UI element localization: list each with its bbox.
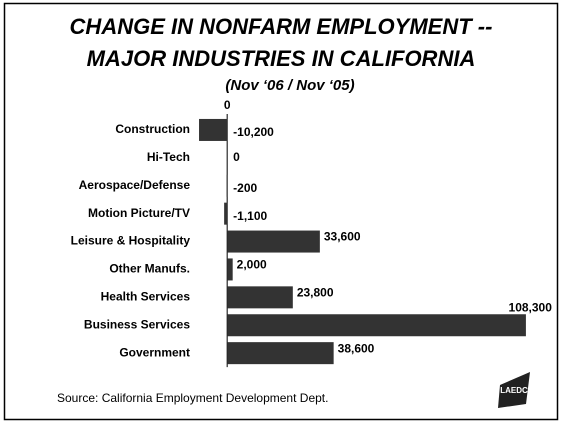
y-tick-label: Other Manufs.: [109, 262, 190, 276]
bar: [227, 286, 293, 309]
y-tick-label: Government: [119, 345, 190, 359]
source: Source: California Employment Developmen…: [57, 391, 328, 405]
logo-shape: [498, 372, 530, 408]
data-label: 0: [233, 150, 240, 164]
y-tick-label: Health Services: [101, 290, 191, 304]
data-label: -1,100: [233, 209, 267, 223]
chart-title: CHANGE IN NONFARM EMPLOYMENT --: [70, 14, 493, 39]
data-label: 38,600: [338, 341, 375, 355]
bar: [226, 174, 228, 197]
data-label: 108,300: [509, 300, 553, 314]
chart-title: MAJOR INDUSTRIES IN CALIFORNIA: [87, 46, 476, 71]
bar: [227, 230, 320, 253]
data-label: -10,200: [233, 125, 274, 139]
bar: [224, 202, 228, 225]
data-label: 23,800: [297, 286, 334, 300]
y-tick-label: Leisure & Hospitality: [71, 234, 191, 248]
data-label: 33,600: [324, 230, 361, 244]
y-tick-label: Construction: [115, 122, 190, 136]
y-tick-label: Hi-Tech: [147, 150, 190, 164]
logo: LAEDC: [498, 372, 530, 408]
data-label: -200: [233, 181, 257, 195]
y-tick-label: Business Services: [84, 317, 190, 331]
chart-subtitle: (Nov ‘06 / Nov ‘05): [225, 77, 354, 94]
logo-text: LAEDC: [500, 386, 528, 395]
y-tick-label: Aerospace/Defense: [79, 178, 191, 192]
y-tick-label: Motion Picture/TV: [88, 206, 190, 220]
bar: [227, 258, 233, 281]
data-label: 2,000: [237, 258, 267, 272]
x-tick-label: 0: [224, 98, 231, 112]
bar: [227, 314, 526, 337]
bar: [199, 118, 228, 141]
bar: [227, 342, 334, 365]
